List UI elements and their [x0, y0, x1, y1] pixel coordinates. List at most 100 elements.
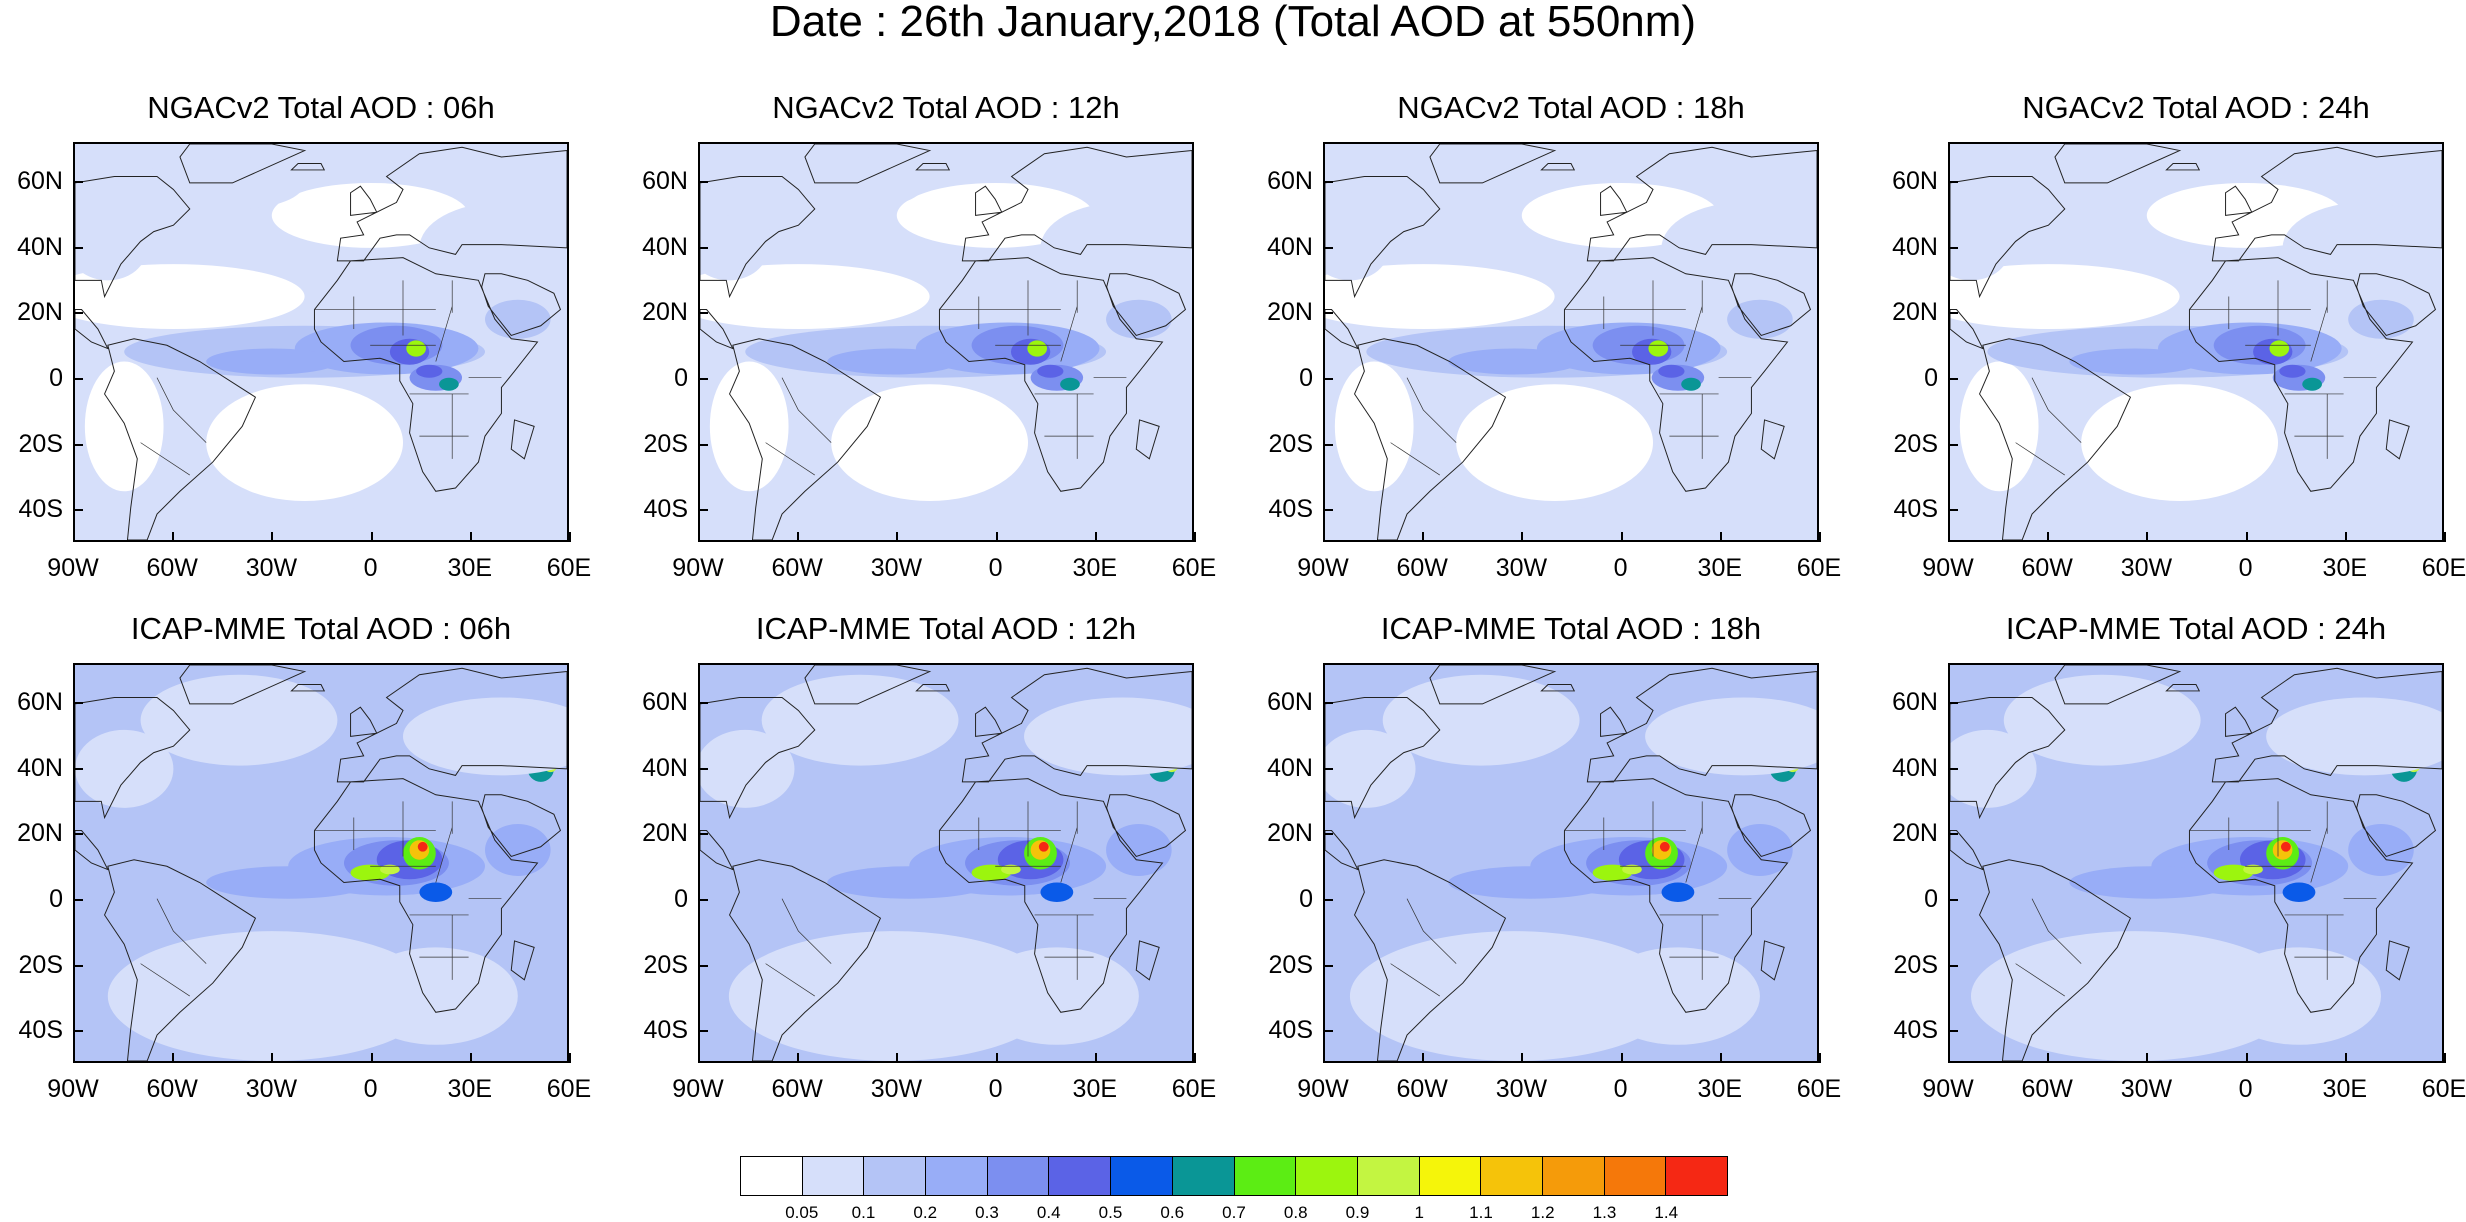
y-tick-label: 0	[1299, 364, 1313, 393]
clean-air-region	[831, 384, 1028, 502]
y-tick-label: 20N	[1267, 298, 1313, 327]
y-tick-mark	[1323, 767, 1333, 770]
x-tick-mark	[2146, 532, 2149, 542]
aod-map-panel	[1323, 142, 1819, 542]
clean-air-region	[2081, 384, 2278, 502]
aod-plume	[406, 340, 426, 357]
y-tick-mark	[1948, 899, 1958, 902]
aod-plume	[1325, 729, 1416, 808]
aod-plume	[2282, 202, 2442, 294]
aod-plume	[1645, 697, 1817, 776]
y-tick-mark	[698, 767, 708, 770]
aod-plume	[1661, 882, 1695, 902]
x-tick-mark	[1094, 1053, 1097, 1063]
country-borders	[1390, 801, 1752, 997]
y-tick-label: 60N	[1267, 688, 1313, 717]
aod-plume	[1628, 768, 1793, 834]
aod-plume	[1595, 947, 1760, 1045]
y-tick-label: 20S	[643, 429, 688, 458]
y-tick-mark	[1323, 702, 1333, 705]
x-tick-label: 90W	[1922, 1075, 1974, 1103]
x-tick-mark	[2344, 532, 2347, 542]
y-tick-label: 40N	[1267, 232, 1313, 261]
x-tick-mark	[1323, 1053, 1325, 1063]
y-tick-label: 0	[49, 364, 63, 393]
y-tick-mark	[698, 964, 708, 967]
aod-plume	[140, 674, 338, 766]
colorbar-label: 0.7	[1222, 1203, 1246, 1222]
aod-plume	[700, 729, 795, 808]
aod-plume	[2282, 882, 2316, 902]
y-tick-mark	[73, 702, 83, 705]
x-tick-mark	[1819, 532, 1821, 542]
y-tick-mark	[73, 899, 83, 902]
aod-plume	[1038, 841, 1049, 852]
x-tick-label: 0	[988, 1075, 1003, 1103]
x-tick-label: 30E	[1697, 1075, 1743, 1103]
x-tick-mark	[2047, 1053, 2050, 1063]
aod-plume	[2348, 299, 2414, 339]
aod-plume	[1661, 202, 1817, 294]
coastline	[1950, 144, 2442, 540]
x-tick-mark	[2344, 1053, 2347, 1063]
aod-plume	[2069, 866, 2234, 899]
x-tick-mark	[1521, 532, 1524, 542]
y-tick-label: 60N	[17, 167, 63, 196]
y-tick-mark	[73, 509, 83, 512]
x-tick-label: 30E	[447, 1075, 493, 1103]
y-tick-label: 60N	[642, 167, 688, 196]
panel-title: NGACv2 Total AOD : 18h	[1397, 90, 1745, 125]
aod-plume	[350, 864, 390, 881]
aod-plume	[380, 864, 400, 875]
aod-field	[75, 144, 567, 540]
aod-plume	[140, 504, 403, 540]
x-tick-mark	[2146, 1053, 2149, 1063]
aod-map-panel	[73, 663, 569, 1063]
x-tick-mark	[1719, 1053, 1722, 1063]
x-tick-label: 60E	[546, 554, 592, 582]
y-tick-label: 40S	[1893, 495, 1938, 524]
aod-map-panel	[1948, 663, 2444, 1063]
x-tick-label: 30W	[2120, 1075, 2173, 1103]
x-tick-label: 30W	[1495, 554, 1548, 582]
x-tick-label: 60E	[546, 1075, 592, 1103]
x-tick-label: 0	[988, 554, 1003, 582]
colorbar-label: 0.8	[1283, 1203, 1308, 1222]
x-tick-mark	[1948, 1053, 1950, 1063]
aod-plume	[827, 866, 992, 899]
x-tick-mark	[995, 1053, 998, 1063]
x-tick-label: 60E	[1171, 1075, 1217, 1103]
colorbar	[740, 1156, 1728, 1196]
y-tick-label: 60N	[642, 688, 688, 717]
aod-plume	[1001, 864, 1021, 875]
x-tick-mark	[1323, 532, 1325, 542]
aod-plume	[353, 947, 518, 1045]
aod-plume	[1037, 364, 1064, 378]
x-tick-label: 30W	[870, 1075, 923, 1103]
colorbar-swatch	[1049, 1157, 1112, 1195]
x-tick-mark	[469, 1053, 472, 1063]
country-borders	[1390, 280, 1752, 476]
aod-plume	[1056, 507, 1189, 540]
aod-plume	[1448, 348, 1580, 375]
y-tick-mark	[698, 509, 708, 512]
y-tick-label: 0	[1924, 364, 1938, 393]
colorbar-swatch	[1234, 1157, 1297, 1195]
y-tick-mark	[1323, 964, 1333, 967]
aod-plume	[1349, 931, 1678, 1061]
aod-plume	[971, 864, 1011, 881]
y-tick-mark	[1948, 443, 1958, 446]
coastline	[1950, 665, 2442, 1061]
aod-plume	[2280, 841, 2291, 852]
x-tick-mark	[698, 532, 700, 542]
y-tick-mark	[698, 443, 708, 446]
x-tick-mark	[797, 1053, 800, 1063]
aod-plume	[2279, 364, 2306, 378]
x-tick-label: 0	[2238, 1075, 2253, 1103]
aod-plume	[484, 299, 551, 339]
colorbar-swatch	[1296, 1157, 1358, 1195]
y-tick-label: 40S	[1268, 1016, 1313, 1045]
y-tick-label: 20N	[642, 819, 688, 848]
y-tick-label: 20N	[17, 819, 63, 848]
coastline	[700, 665, 1192, 1061]
